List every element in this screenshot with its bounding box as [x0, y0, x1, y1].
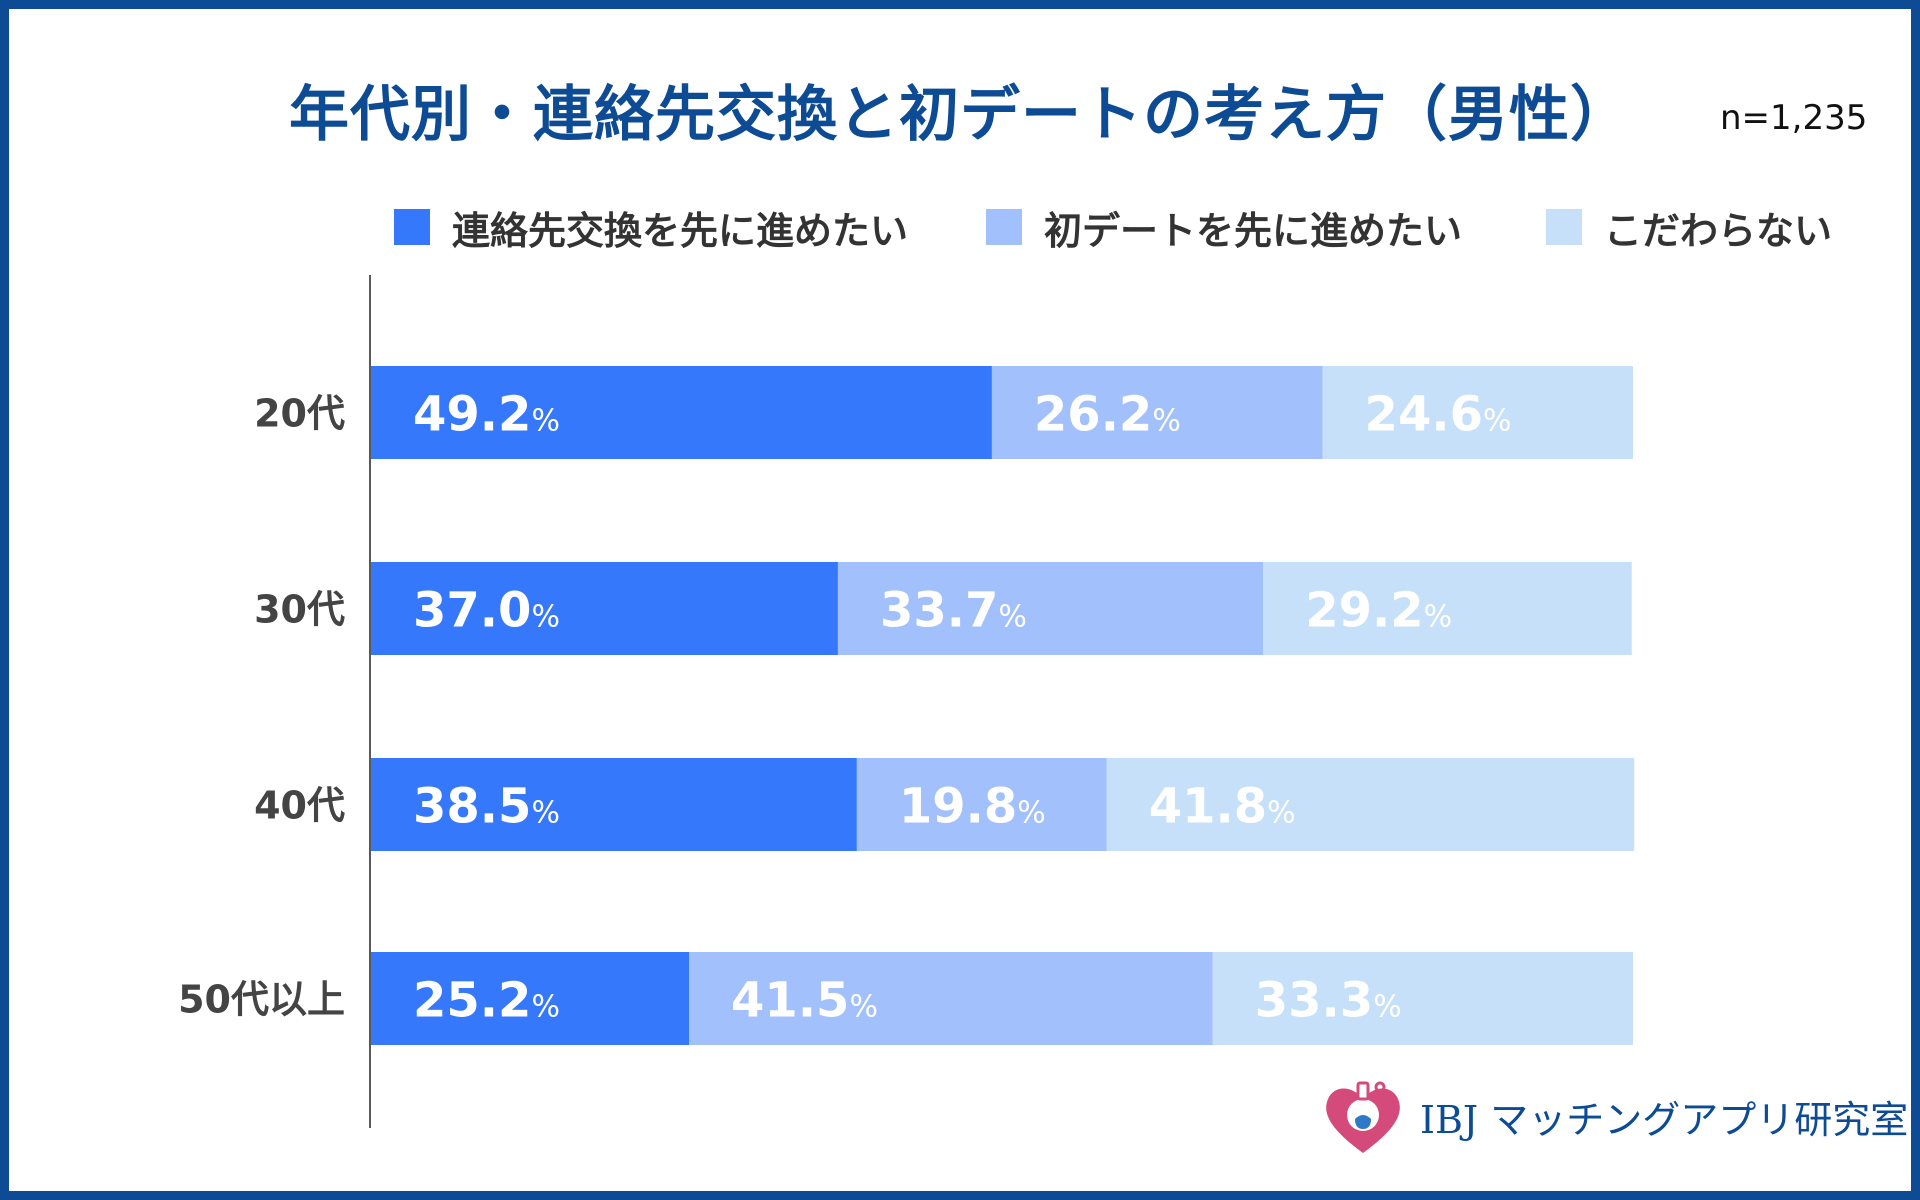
- bar-segment-contact-first: [371, 758, 857, 851]
- legend: 連絡先交換を先に進めたい 初デートを先に進めたい こだわらない: [0, 202, 1920, 253]
- bar-segment-date-first: [856, 758, 1107, 851]
- bar-segment-no-preference: [1322, 366, 1633, 459]
- data-label: 41.8%: [1149, 779, 1296, 835]
- sample-size: n=1,235: [1720, 98, 1868, 138]
- bar-segment-no-preference: [1212, 952, 1633, 1045]
- bar-segment-no-preference: [1106, 758, 1635, 851]
- data-label: 41.5%: [731, 973, 878, 1029]
- legend-swatch-contact-first: [394, 209, 430, 245]
- legend-swatch-date-first: [986, 209, 1022, 245]
- bar-segment-no-preference: [1263, 562, 1632, 655]
- bar-segment-contact-first: [371, 562, 838, 655]
- legend-label-contact-first: 連絡先交換を先に進めたい: [452, 208, 909, 253]
- bar-segment-contact-first: [371, 366, 992, 459]
- data-label: 26.2%: [1034, 387, 1181, 443]
- category-label: 50代以上: [178, 978, 345, 1022]
- legend-label-date-first: 初デートを先に進めたい: [1044, 208, 1463, 253]
- category-label: 20代: [254, 392, 345, 436]
- data-label: 25.2%: [413, 973, 560, 1029]
- bar-segment-date-first: [837, 562, 1264, 655]
- data-label: 33.3%: [1255, 973, 1402, 1029]
- data-label: 29.2%: [1305, 583, 1452, 639]
- brand-name: IBJ マッチングアプリ研究室: [1420, 1097, 1909, 1142]
- bar-segment-contact-first: [371, 952, 690, 1045]
- data-label: 33.7%: [880, 583, 1027, 639]
- data-label: 24.6%: [1365, 387, 1512, 443]
- brand-logo: IBJ マッチングアプリ研究室: [1320, 1073, 1908, 1159]
- bar-segment-date-first: [991, 366, 1323, 459]
- data-label: 49.2%: [413, 387, 560, 443]
- legend-item-contact-first: 連絡先交換を先に進めたい: [394, 202, 909, 253]
- bar-segment-date-first: [689, 952, 1213, 1045]
- category-label: 40代: [254, 784, 345, 828]
- legend-item-date-first: 初デートを先に進めたい: [986, 202, 1463, 253]
- data-label: 38.5%: [413, 779, 560, 835]
- data-label: 37.0%: [413, 583, 560, 639]
- legend-label-no-preference: こだわらない: [1604, 208, 1833, 253]
- legend-swatch-no-preference: [1546, 209, 1582, 245]
- data-label: 19.8%: [899, 779, 1046, 835]
- heart-flask-icon: [1326, 1081, 1400, 1153]
- chart-title: 年代別・連絡先交換と初デートの考え方（男性）: [289, 80, 1631, 150]
- legend-item-no-preference: こだわらない: [1546, 202, 1833, 253]
- category-label: 30代: [254, 588, 345, 632]
